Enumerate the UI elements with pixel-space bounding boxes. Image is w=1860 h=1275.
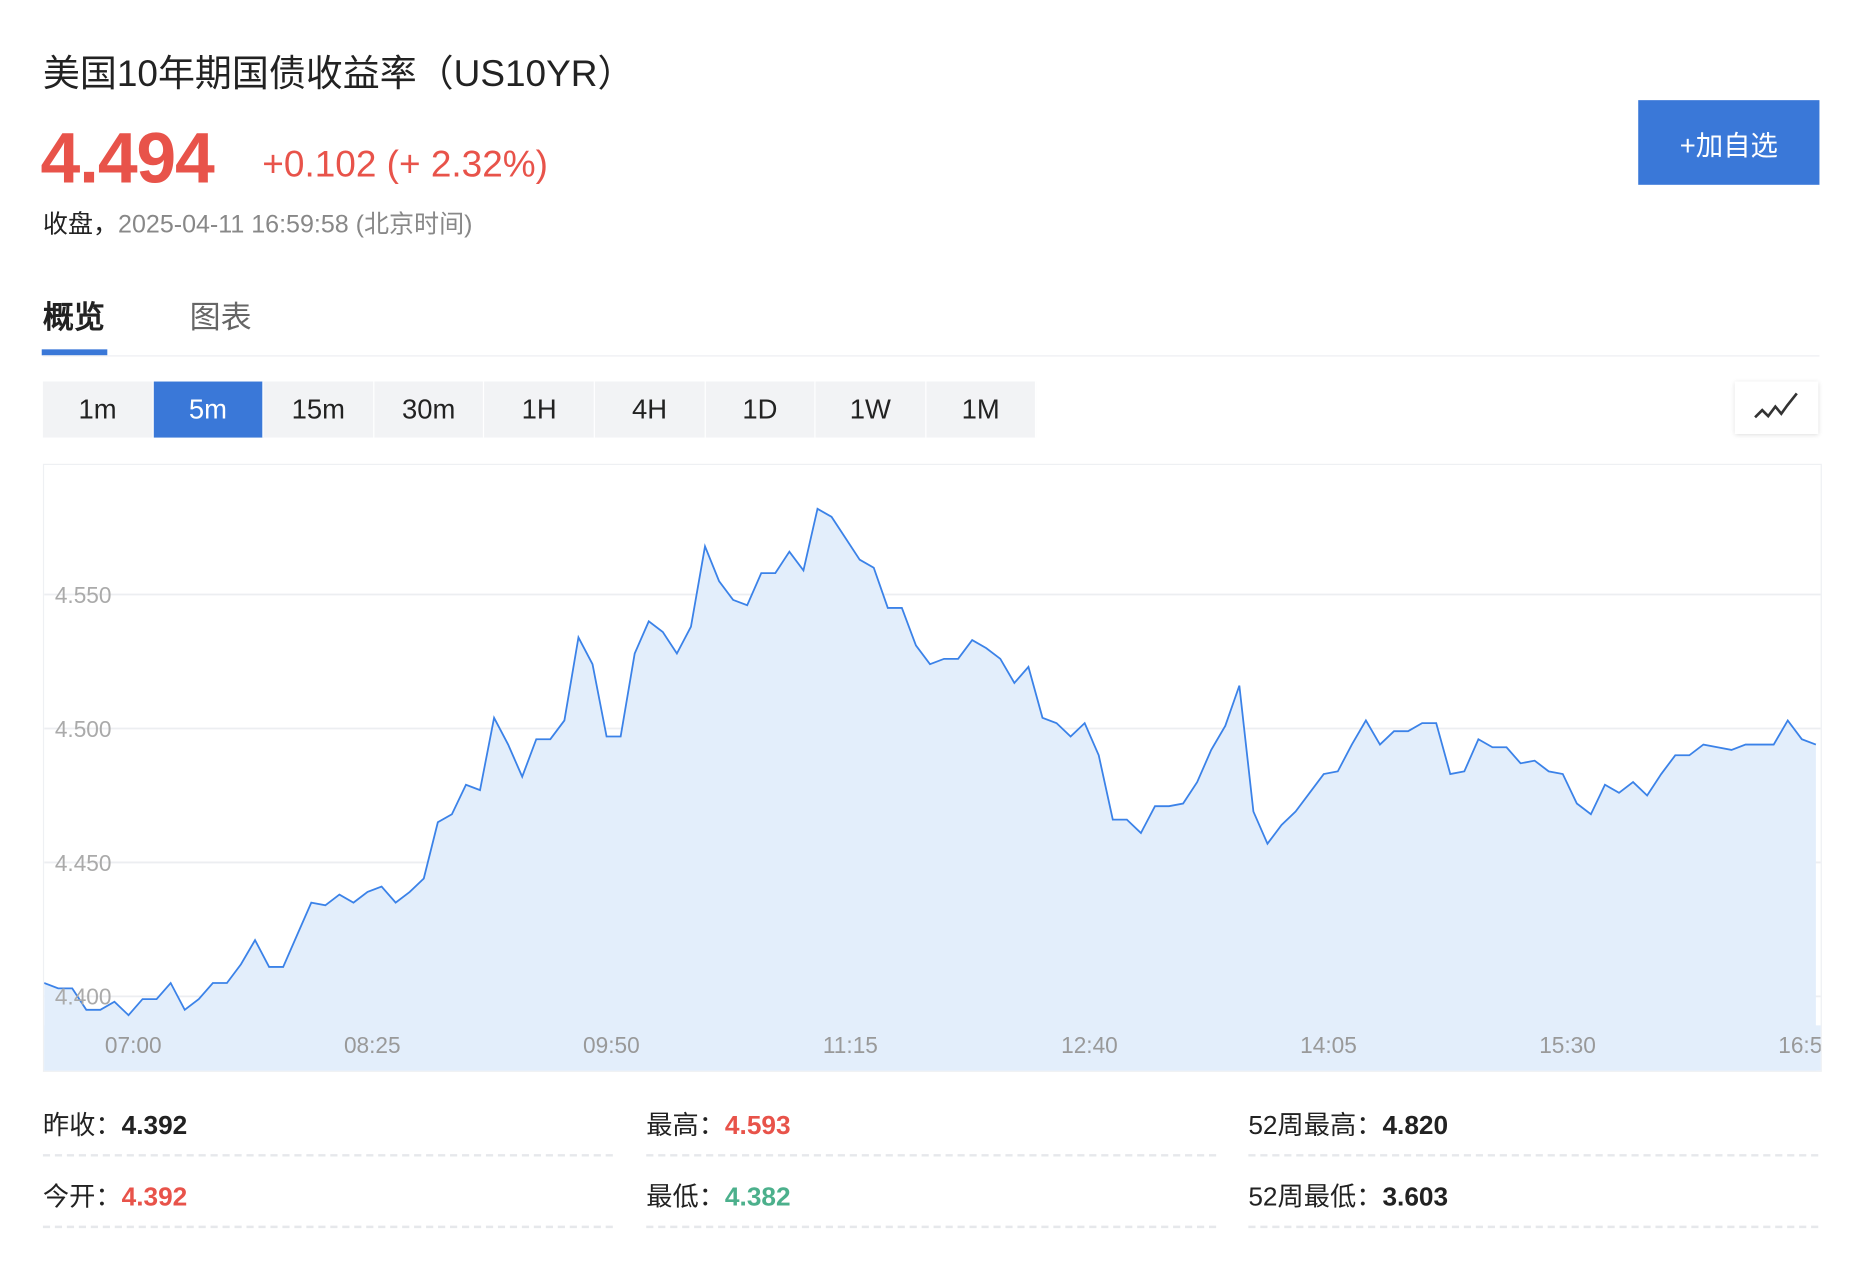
y-tick-label: 4.550 xyxy=(55,582,112,608)
interval-30m[interactable]: 30m xyxy=(374,382,484,438)
interval-1d[interactable]: 1D xyxy=(705,382,815,438)
x-tick-label: 11:15 xyxy=(823,1032,878,1058)
stat-value: 4.593 xyxy=(725,1110,791,1140)
x-tick-label: 09:50 xyxy=(583,1032,640,1058)
chart-svg: 4.400 4.450 4.500 4.550 07:00 08:25 09:50 11:15… xyxy=(44,465,1822,1072)
interval-15m[interactable]: 15m xyxy=(264,382,374,438)
y-tick-label: 4.400 xyxy=(55,984,112,1010)
x-tick-label: 07:00 xyxy=(105,1032,162,1058)
stat-item: 52周最高：4.820 xyxy=(1248,1104,1448,1142)
x-tick-label: 08:25 xyxy=(344,1032,401,1058)
stat-item: 52周最低：3.603 xyxy=(1248,1176,1448,1214)
tab-chart[interactable]: 图表 xyxy=(190,293,252,337)
stat-item: 今开：4.392 xyxy=(43,1176,187,1214)
interval-selector: 1m 5m 15m 30m 1H 4H 1D 1W 1M xyxy=(43,382,1037,438)
stat-label: 昨收： xyxy=(43,1110,122,1140)
stat-label: 52周最低： xyxy=(1248,1182,1382,1212)
interval-5m[interactable]: 5m xyxy=(153,382,263,438)
stat-value: 4.392 xyxy=(122,1110,188,1140)
stat-divider xyxy=(1248,1154,1818,1156)
stat-divider xyxy=(1248,1226,1818,1228)
stat-divider xyxy=(646,1154,1216,1156)
line-chart-icon xyxy=(1753,391,1801,424)
divider xyxy=(43,355,1820,356)
add-watchlist-button[interactable]: +加自选 xyxy=(1638,100,1819,185)
x-tick-label: 14:05 xyxy=(1300,1032,1357,1058)
stat-label: 最高： xyxy=(646,1110,725,1140)
x-tick-label: 16:55 xyxy=(1778,1032,1822,1058)
stat-divider xyxy=(43,1154,613,1156)
stat-label: 今开： xyxy=(43,1182,122,1212)
y-tick-label: 4.500 xyxy=(55,716,112,742)
price-chart[interactable]: 4.400 4.450 4.500 4.550 07:00 08:25 09:50 11:15… xyxy=(43,464,1822,1072)
interval-1h[interactable]: 1H xyxy=(485,382,595,438)
interval-1m[interactable]: 1m xyxy=(43,382,153,438)
status-label: 收盘， xyxy=(43,211,118,238)
market-status: 收盘，2025-04-11 16:59:58 (北京时间) xyxy=(43,205,473,241)
stat-item: 最低：4.382 xyxy=(646,1176,790,1214)
stat-item: 最高：4.593 xyxy=(646,1104,790,1142)
page-title: 美国10年期国债收益率（US10YR） xyxy=(43,43,634,97)
stat-divider xyxy=(646,1226,1216,1228)
interval-4h[interactable]: 4H xyxy=(595,382,705,438)
stat-label: 最低： xyxy=(646,1182,725,1212)
stat-label: 52周最高： xyxy=(1248,1110,1382,1140)
tab-overview[interactable]: 概览 xyxy=(43,293,105,337)
stat-item: 昨收：4.392 xyxy=(43,1104,187,1142)
interval-1w[interactable]: 1W xyxy=(816,382,926,438)
current-price: 4.494 xyxy=(41,117,214,199)
area-fill xyxy=(44,509,1816,1072)
interval-1mo[interactable]: 1M xyxy=(926,382,1036,438)
stat-divider xyxy=(43,1226,613,1228)
x-tick-label: 12:40 xyxy=(1061,1032,1118,1058)
stat-value: 4.382 xyxy=(725,1182,791,1212)
price-change: +0.102 (+ 2.32%) xyxy=(262,143,548,186)
stat-value: 4.392 xyxy=(122,1182,188,1212)
timestamp: 2025-04-11 16:59:58 (北京时间) xyxy=(118,211,472,238)
y-tick-label: 4.450 xyxy=(55,850,112,876)
stat-value: 4.820 xyxy=(1382,1110,1448,1140)
chart-type-button[interactable] xyxy=(1735,382,1818,434)
stat-value: 3.603 xyxy=(1382,1182,1448,1212)
x-tick-label: 15:30 xyxy=(1539,1032,1596,1058)
